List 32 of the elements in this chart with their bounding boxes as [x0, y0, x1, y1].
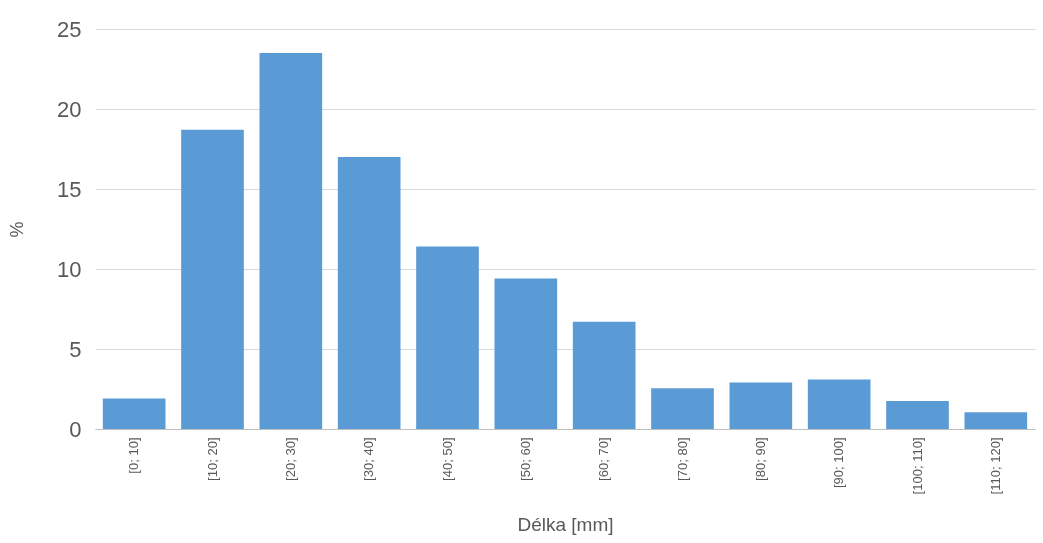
x-tick-label: [20; 30]	[282, 437, 298, 481]
x-tick-label: [50; 60]	[517, 437, 533, 481]
x-tick-label: [30; 40]	[361, 437, 377, 481]
y-tick-label: 10	[57, 256, 82, 282]
x-tick-label: [10; 20]	[204, 437, 220, 481]
bar	[337, 157, 401, 429]
y-tick-label: 25	[57, 16, 82, 42]
bar	[259, 53, 323, 429]
bar	[181, 129, 244, 429]
bar	[651, 388, 714, 429]
x-tick-label: [60; 70]	[596, 437, 612, 481]
bar	[729, 382, 793, 429]
x-tick-label: [70; 80]	[674, 437, 690, 481]
bar	[572, 321, 636, 429]
y-tick-label: 5	[69, 336, 82, 362]
bar	[494, 278, 558, 429]
bar	[807, 379, 871, 429]
bar	[102, 398, 166, 429]
x-tick-label: [100; 110]	[909, 437, 925, 495]
bar	[416, 246, 479, 429]
x-tick-label: [0; 10]	[126, 437, 142, 474]
x-tick-label: [40; 50]	[439, 437, 455, 481]
y-tick-label: 0	[69, 416, 82, 442]
bar	[964, 412, 1028, 429]
bar	[886, 401, 949, 429]
x-tick-label: [90; 100]	[831, 437, 847, 489]
y-axis-title: %	[7, 221, 28, 238]
x-tick-label: [80; 90]	[752, 437, 768, 481]
x-tick-label: [110; 120]	[987, 437, 1003, 495]
y-tick-label: 20	[57, 96, 82, 122]
y-tick-label: 15	[57, 176, 82, 202]
x-axis-title: Délka [mm]	[517, 514, 614, 536]
